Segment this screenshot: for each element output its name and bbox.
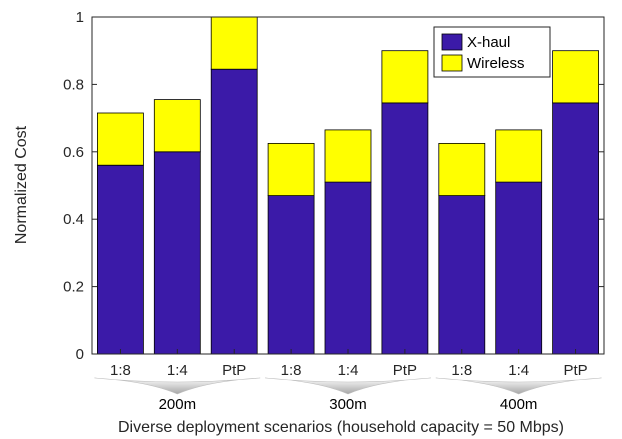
- bar-x-haul-3: [210, 68, 258, 355]
- group-labels: 200m 300m 400m: [159, 396, 538, 413]
- y-tick-label: 0.2: [63, 279, 84, 296]
- bar-wireless-4: [267, 142, 315, 196]
- x-tick-label: 1:8: [281, 362, 302, 379]
- group-brace: [265, 377, 431, 395]
- group-brace: [94, 377, 261, 395]
- bar-x-haul-8: [495, 181, 543, 355]
- legend-swatch-wireless: [441, 54, 463, 72]
- y-axis-label: Normalized Cost: [13, 125, 30, 244]
- bar-wireless-7: [438, 142, 486, 196]
- x-axis-label: Diverse deployment scenarios (household …: [118, 419, 564, 436]
- bar-wireless-6: [381, 50, 429, 104]
- bar-x-haul-4: [267, 195, 315, 355]
- bar-x-haul-5: [324, 181, 372, 355]
- y-tick-label: 0.4: [63, 211, 84, 228]
- legend-label-wireless: Wireless: [467, 55, 525, 72]
- x-tick-label: PtP: [393, 362, 417, 379]
- bar-x-haul-6: [381, 102, 429, 355]
- bar-x-haul-1: [97, 164, 144, 355]
- bar-x-haul-2: [153, 151, 201, 355]
- group-label: 300m: [329, 396, 367, 413]
- group-brace: [435, 377, 602, 395]
- x-tick-label: 1:4: [508, 362, 529, 379]
- bar-wireless-9: [552, 50, 599, 104]
- x-tick-label: PtP: [563, 362, 587, 379]
- bar-wireless-5: [324, 129, 372, 183]
- bar-x-haul-7: [438, 195, 486, 355]
- bar-wireless-2: [153, 99, 201, 153]
- y-axis: 0 0.2 0.4 0.6 0.8 1: [63, 9, 604, 363]
- y-tick-label: 0.8: [63, 76, 84, 93]
- y-tick-label: 1: [76, 9, 84, 26]
- x-tick-label: 1:4: [338, 362, 359, 379]
- y-tick-label: 0.6: [63, 144, 84, 161]
- x-tick-label: 1:8: [110, 362, 131, 379]
- group-label: 200m: [159, 396, 197, 413]
- group-braces: [94, 377, 602, 395]
- x-tick-label: 1:4: [167, 362, 188, 379]
- bar-wireless-3: [210, 16, 258, 70]
- x-axis: 1:8 1:4 PtP 1:8 1:4 PtP 1:8 1:4 PtP: [110, 349, 588, 379]
- y-tick-label: 0: [76, 346, 84, 363]
- x-tick-label: PtP: [222, 362, 246, 379]
- group-label: 400m: [500, 396, 538, 413]
- bar-x-haul-9: [552, 102, 599, 355]
- bar-wireless-8: [495, 129, 543, 183]
- legend-label-x-haul: X-haul: [467, 34, 510, 51]
- legend-swatch-x-haul: [441, 33, 463, 51]
- legend: X-haul Wireless: [433, 26, 551, 78]
- bars-layer: [97, 16, 599, 355]
- bar-wireless-1: [97, 112, 144, 166]
- x-tick-label: 1:8: [451, 362, 472, 379]
